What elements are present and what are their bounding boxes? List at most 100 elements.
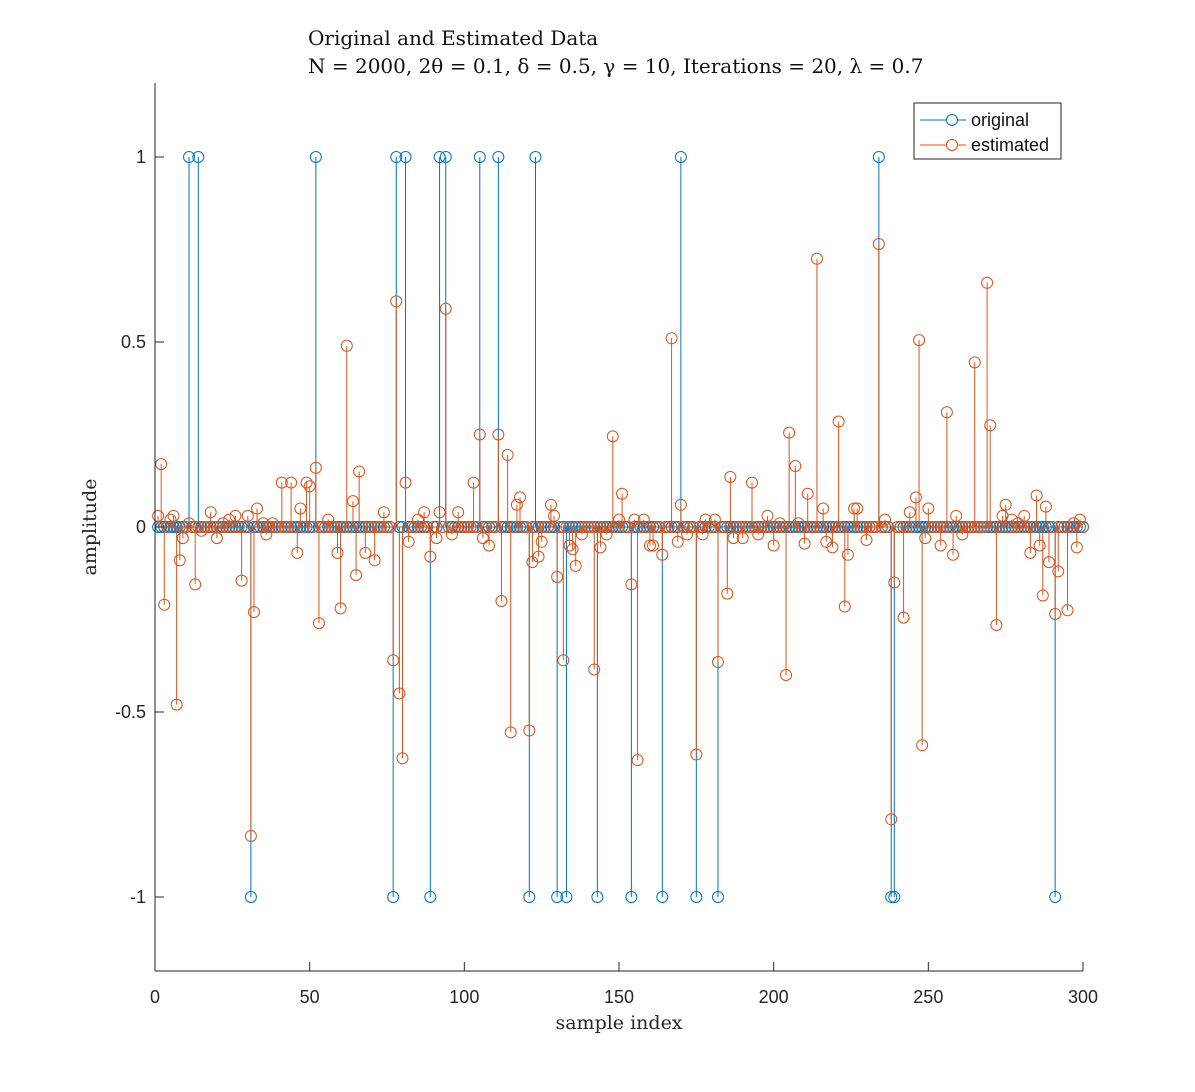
estimated-marker <box>238 521 251 533</box>
estimated-marker <box>541 521 554 533</box>
original-marker <box>792 521 805 533</box>
estimated-marker <box>495 595 508 607</box>
x-tick-label: 200 <box>759 987 789 1007</box>
estimated-marker <box>631 754 644 767</box>
estimated-marker <box>795 521 808 533</box>
estimated-marker <box>919 532 932 545</box>
estimated-marker <box>922 502 935 515</box>
estimated-marker <box>1055 521 1068 533</box>
original-marker <box>888 891 901 903</box>
estimated-marker <box>418 506 431 519</box>
estimated-marker <box>1064 521 1077 533</box>
original-marker <box>591 891 604 903</box>
estimated-marker <box>452 506 465 519</box>
estimated-marker <box>773 517 786 530</box>
estimated-marker <box>1024 546 1037 559</box>
original-marker <box>625 891 638 903</box>
y-axis-label: amplitude <box>79 479 101 576</box>
estimated-marker <box>755 521 768 533</box>
estimated-marker <box>393 687 406 700</box>
estimated-marker <box>575 528 588 541</box>
estimated-marker <box>594 541 607 554</box>
estimated-marker <box>687 521 700 533</box>
estimated-marker <box>266 517 279 530</box>
estimated-marker <box>885 813 898 826</box>
estimated-marker <box>297 521 310 533</box>
estimated-marker <box>749 521 762 533</box>
original-marker <box>711 891 724 903</box>
original-marker <box>192 151 205 163</box>
estimated-marker <box>229 509 242 522</box>
estimated-marker <box>582 521 595 533</box>
estimated-marker <box>201 521 214 533</box>
estimated-marker <box>483 539 496 552</box>
estimated-marker <box>702 521 715 533</box>
original-marker <box>492 151 505 163</box>
estimated-marker <box>306 521 319 533</box>
estimated-marker <box>950 509 963 522</box>
estimated-marker <box>585 521 598 533</box>
original-marker <box>473 151 486 163</box>
estimated-marker <box>362 521 375 533</box>
estimated-marker <box>319 521 332 533</box>
estimated-marker <box>278 521 291 533</box>
estimated-marker <box>510 498 523 511</box>
estimated-marker <box>637 513 650 526</box>
estimated-marker <box>374 521 387 533</box>
y-tick-label: -0.5 <box>115 702 146 722</box>
estimated-marker <box>489 521 502 533</box>
estimated-marker <box>195 524 208 537</box>
y-tick-label: -1 <box>130 887 146 907</box>
y-tick-label: 0.5 <box>121 332 146 352</box>
estimated-marker <box>152 509 165 522</box>
estimated-marker <box>421 521 434 533</box>
legend-marker-estimated <box>946 139 958 151</box>
estimated-marker <box>532 550 545 563</box>
original-marker <box>560 891 573 903</box>
estimated-marker <box>804 521 817 533</box>
estimated-marker <box>501 448 514 461</box>
estimated-marker <box>857 521 870 533</box>
estimated-marker <box>1036 589 1049 602</box>
estimated-marker <box>551 570 564 583</box>
original-marker <box>1067 521 1080 533</box>
estimated-marker <box>940 406 953 419</box>
legend-box <box>913 102 1062 160</box>
estimated-marker <box>752 528 765 541</box>
estimated-marker <box>888 576 901 589</box>
estimated-marker <box>226 521 239 533</box>
estimated-marker <box>810 252 823 265</box>
estimated-marker <box>455 521 468 533</box>
estimated-marker <box>325 521 338 533</box>
estimated-marker <box>467 476 480 489</box>
estimated-marker <box>282 521 295 533</box>
estimated-marker <box>316 521 329 533</box>
estimated-marker <box>247 606 260 619</box>
estimated-marker <box>548 509 561 522</box>
estimated-marker <box>875 521 888 533</box>
estimated-marker <box>381 521 393 533</box>
legend: original estimated <box>913 102 1062 160</box>
estimated-marker <box>164 513 177 526</box>
estimated-marker <box>291 546 304 559</box>
estimated-marker <box>690 748 703 761</box>
y-tick-label: 0 <box>136 517 146 537</box>
estimated-marker <box>473 428 486 441</box>
estimated-marker <box>668 521 681 533</box>
estimated-marker <box>390 295 403 308</box>
estimated-marker <box>213 521 226 533</box>
estimated-marker <box>1052 565 1065 578</box>
estimated-marker <box>903 506 916 519</box>
estimated-marker <box>566 543 579 556</box>
estimated-marker <box>424 550 437 563</box>
original-marker <box>195 521 208 533</box>
estimated-marker <box>300 476 313 489</box>
chart-subtitle: N = 2000, 2θ = 0.1, δ = 0.5, γ = 10, Ite… <box>308 54 924 78</box>
estimated-marker <box>529 521 542 533</box>
estimated-marker <box>189 578 202 591</box>
estimated-marker <box>934 539 947 552</box>
estimated-marker <box>913 334 926 347</box>
estimated-marker <box>309 461 322 474</box>
estimated-marker <box>786 521 799 533</box>
